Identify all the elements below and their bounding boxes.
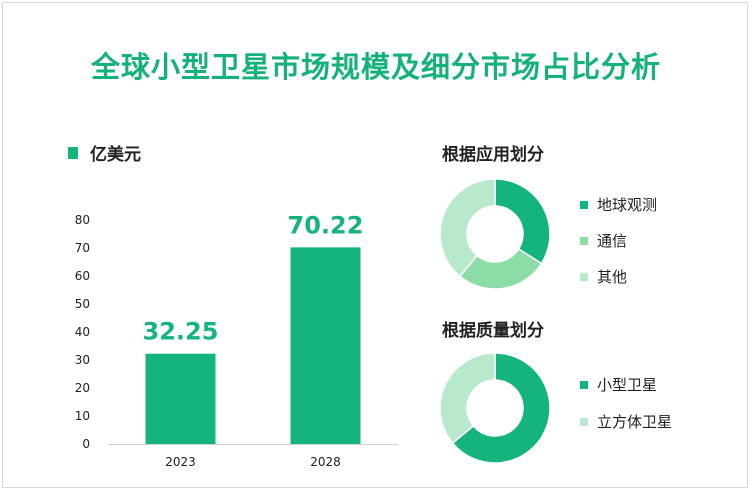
pie1-legend-label: 其他 [597, 268, 628, 286]
pie1-slice [458, 247, 543, 290]
pie1-slice [494, 178, 551, 265]
pie1-legend-item: 地球观测 [580, 194, 657, 215]
y-tick-label: 30 [75, 353, 90, 367]
unit-legend: 亿美元 [68, 140, 141, 165]
chart-frame [2, 2, 748, 488]
y-tick-label: 40 [75, 325, 90, 339]
pie2-legend-label: 立方体卫星 [597, 413, 673, 431]
pie2-legend-swatch [580, 417, 588, 426]
y-tick-label: 60 [75, 269, 90, 283]
unit-legend-swatch [68, 146, 78, 159]
bar-value-label: 70.22 [288, 211, 364, 239]
pie2-legend-item: 立方体卫星 [580, 411, 672, 432]
bar [145, 353, 216, 444]
y-tick-label: 20 [75, 381, 90, 395]
pie1-legend-item: 其他 [580, 266, 627, 287]
unit-legend-label: 亿美元 [90, 145, 141, 165]
x-tick-label: 2028 [310, 455, 341, 469]
pie2-legend-swatch [580, 380, 588, 389]
y-tick-label: 0 [82, 437, 90, 451]
chart-title: 全球小型卫星市场规模及细分市场占比分析 [90, 50, 661, 84]
pie2-slice [451, 352, 551, 464]
bar-value-label: 32.25 [143, 318, 219, 346]
pie1-legend-label: 地球观测 [597, 196, 658, 214]
y-tick-label: 50 [75, 297, 90, 311]
pie1-title: 根据应用划分 [442, 145, 544, 165]
pie1-legend-item: 通信 [580, 230, 627, 251]
pie1-legend-label: 通信 [597, 232, 628, 250]
pie2-title: 根据质量划分 [442, 321, 544, 341]
y-tick-label: 80 [75, 213, 90, 227]
y-tick-label: 70 [75, 241, 90, 255]
pie1-slice [439, 178, 496, 278]
bar [290, 247, 361, 444]
pie1-legend-swatch [580, 236, 588, 245]
y-tick-label: 10 [75, 409, 90, 423]
x-tick-label: 2023 [165, 455, 196, 469]
pie2-slice [439, 352, 496, 445]
pie2-legend-item: 小型卫星 [580, 374, 657, 395]
pie1-legend-swatch [580, 200, 588, 209]
pie1-legend-swatch [580, 272, 588, 281]
pie2-legend-label: 小型卫星 [597, 376, 658, 394]
